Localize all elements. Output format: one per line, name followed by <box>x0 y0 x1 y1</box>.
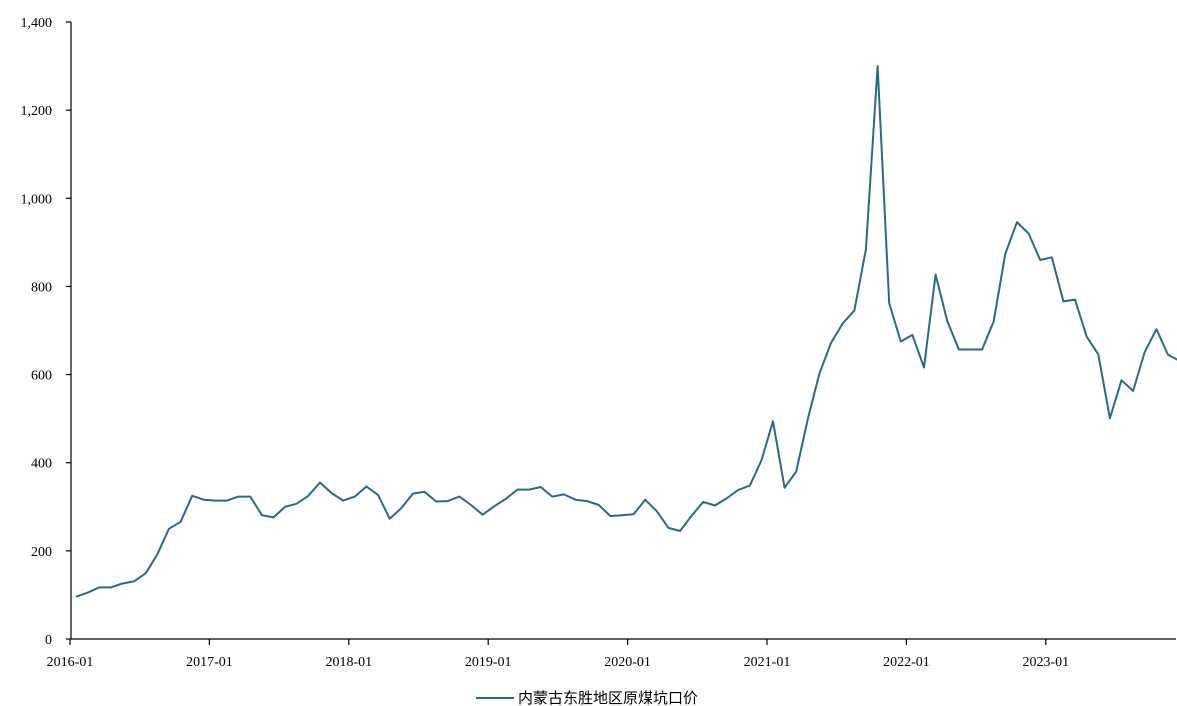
legend-label: 内蒙古东胜地区原煤坑口价 <box>518 689 698 706</box>
x-tick-label: 2020-01 <box>604 655 651 670</box>
x-tick-label: 2023-01 <box>1022 655 1069 670</box>
series-line <box>75 65 1177 598</box>
y-tick-label: 0 <box>45 633 52 648</box>
x-tick-label: 2022-01 <box>883 655 930 670</box>
y-tick-label: 200 <box>31 545 52 560</box>
y-tick-label: 1,200 <box>21 104 53 119</box>
x-tick-label: 2021-01 <box>744 655 791 670</box>
y-axis: 0 200 400 600 800 1,000 1,200 1,400 <box>21 16 72 648</box>
y-tick-label: 1,000 <box>21 192 53 207</box>
y-tick-label: 400 <box>31 457 52 472</box>
x-axis: 2016-01 2017-01 2018-01 2019-01 2020-01 2021-… <box>47 638 1176 670</box>
x-tick-label: 2018-01 <box>325 655 372 670</box>
plot-area <box>75 65 1177 598</box>
x-tick-label: 2017-01 <box>186 655 233 670</box>
x-tick-label: 2019-01 <box>465 655 512 670</box>
y-tick-label: 1,400 <box>21 16 53 31</box>
x-tick-label: 2016-01 <box>47 655 94 670</box>
y-tick-label: 800 <box>31 280 52 295</box>
legend: 内蒙古东胜地区原煤坑口价 <box>476 689 698 706</box>
y-tick-label: 600 <box>31 369 52 384</box>
